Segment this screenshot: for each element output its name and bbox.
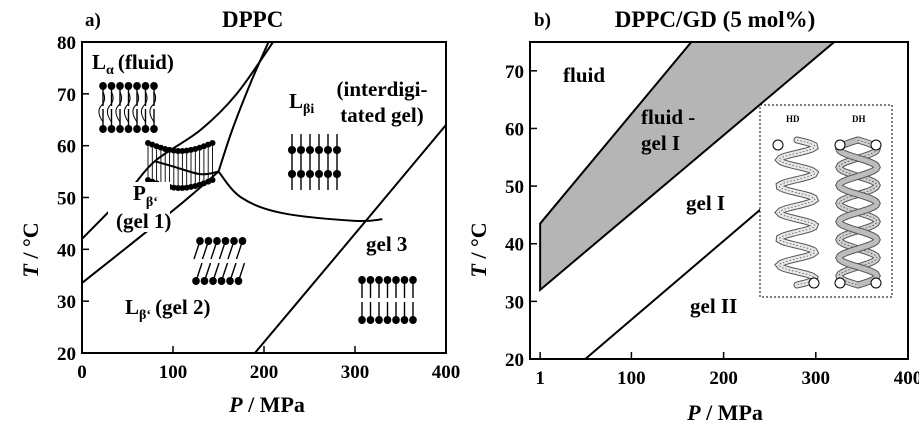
phase-boundary-main-transition-right [217,42,270,172]
phase-boundary-gel1-gel2 [584,196,775,359]
panel-a-y-ticks: 20 30 40 50 60 70 80 [57,33,89,365]
fluid-gel-coexistence-area [539,42,836,292]
panel-b-y-axis-label: T / °C [466,222,491,277]
panel-b-x-axis-label: P / MPa [686,400,763,425]
single-helix-icon [772,136,820,289]
x-tick-label: 300 [341,362,370,383]
region-interdigitated-symbol: Lβi [289,89,314,117]
region-interdigitated-text-2: tated gel) [340,103,423,127]
x-tick-label: 100 [617,368,646,389]
y-tick-label: 70 [505,62,524,83]
x-tick-label: 400 [894,368,919,389]
x-tick-label: 1 [535,368,545,389]
region-b-coexist-label-1: fluid - [641,105,695,129]
phase-boundary-gel3-boundary [254,124,446,353]
panel-b-x-ticks: 1 100 200 300 400 [535,352,919,389]
region-gel2-label: Lβ‘ (gel 2) [125,295,210,323]
panel-b-y-ticks: 20 30 40 50 60 70 [505,62,537,371]
panel-b-title: DPPC/GD (5 mol%) [615,7,816,32]
x-tick-label: 300 [802,368,831,389]
panel-a-plot-frame [81,41,447,354]
fluid-bilayer-icon [98,82,158,133]
x-tick-label: 100 [159,362,188,383]
panel-a-title: DPPC [222,7,283,32]
panel-b-phase-boundaries [584,196,775,359]
gel2-label-bg [684,292,752,320]
panel-b-coexistence [539,42,836,292]
interdig-label-bg [326,74,438,130]
inset-label-dh: DH [852,114,866,124]
x-tick-label: 0 [77,362,87,383]
gel3-bilayer-icon [358,276,417,324]
region-fluid-label: Lα (fluid) [92,50,174,78]
region-b-gel1-label: gel I [686,191,725,215]
y-tick-label: 50 [505,177,524,198]
region-b-fluid-label: fluid [563,63,605,87]
region-ripple-symbol: Pβ‘ [133,181,158,210]
y-tick-label: 50 [57,189,76,210]
panel-b-tag: b) [534,10,551,31]
y-tick-label: 30 [57,292,76,313]
tilted-gel-bilayer-icon [192,237,247,285]
panel-a-tag: a) [85,10,101,31]
inset-label-hd: HD [786,114,800,124]
y-tick-label: 40 [57,240,76,261]
x-tick-label: 400 [432,362,461,383]
y-tick-label: 40 [505,235,524,256]
panel-a-x-axis-label: P / MPa [228,392,305,417]
panel-b: b) DPPC/GD (5 mol%) 20 30 40 50 60 70 1 100 200… [466,7,919,425]
region-ripple-text: (gel 1) [116,209,171,233]
y-tick-label: 20 [57,344,76,365]
panel-a-x-ticks: 0 100 200 300 400 [77,346,460,383]
y-tick-label: 80 [57,33,76,54]
double-helix-icon [834,136,882,289]
x-tick-label: 200 [709,368,738,389]
panel-a-y-axis-label: T / °C [18,222,43,277]
y-tick-label: 60 [505,119,524,140]
y-tick-label: 60 [57,137,76,158]
gel3-label-bg [360,230,428,258]
region-gel3-label: gel 3 [366,232,407,256]
interdigitated-bilayer-icon [287,134,342,190]
x-tick-label: 200 [250,362,279,383]
panel-a: a) DPPC 20 30 40 50 60 70 80 0 100 200 300 400 T /… [18,7,460,417]
y-tick-label: 30 [505,292,524,313]
helix-inset: HD DH [759,104,893,298]
y-tick-label: 70 [57,85,76,106]
region-b-coexist-label-2: gel I [641,131,680,155]
y-tick-label: 20 [505,350,524,371]
region-interdigitated-text-1: (interdigi- [337,77,428,101]
ripple-label-bg [108,182,170,232]
region-b-gel2-label: gel II [690,294,737,318]
panel-b-plot-frame [529,41,909,360]
